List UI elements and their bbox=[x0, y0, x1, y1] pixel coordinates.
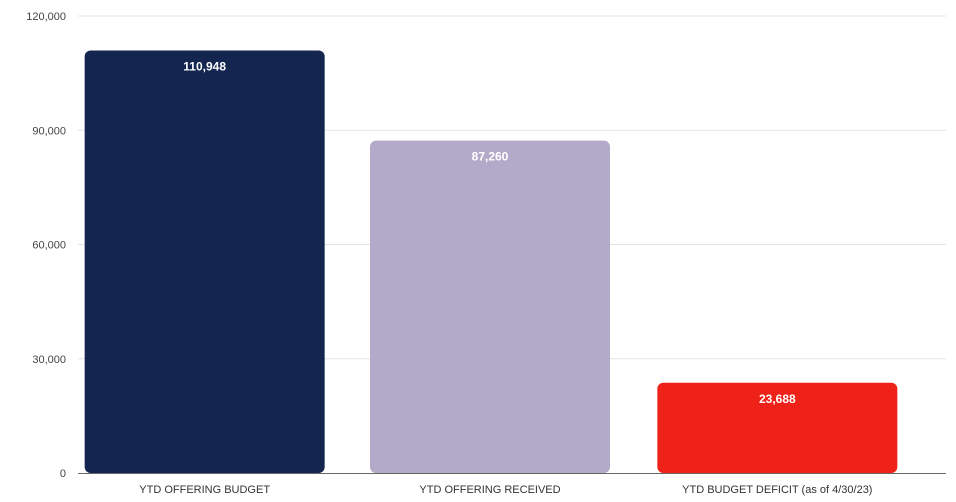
data-label-1: 110,948 bbox=[183, 59, 226, 73]
y-tick-label: 0 bbox=[60, 468, 66, 480]
y-axis-tick-labels: 0 30,000 60,000 90,000 120,000 bbox=[26, 11, 66, 480]
y-tick-label: 90,000 bbox=[32, 125, 66, 137]
bar-3 bbox=[657, 382, 898, 473]
x-category-label-3: YTD BUDGET DEFICIT (as of 4/30/23) bbox=[682, 484, 872, 496]
x-axis-category-labels: YTD OFFERING BUDGET YTD OFFERING RECEIVED… bbox=[139, 484, 872, 496]
data-labels: 110,948 87,260 23,688 bbox=[183, 59, 796, 405]
x-category-label-1: YTD OFFERING BUDGET bbox=[139, 484, 270, 496]
bar-2 bbox=[370, 140, 610, 474]
data-label-3: 23,688 bbox=[759, 392, 796, 406]
data-label-2: 87,260 bbox=[472, 150, 509, 164]
bar-1 bbox=[84, 50, 325, 474]
x-category-label-2: YTD OFFERING RECEIVED bbox=[419, 484, 560, 496]
y-tick-label: 120,000 bbox=[26, 11, 66, 23]
y-tick-label: 60,000 bbox=[32, 240, 66, 252]
bars bbox=[84, 50, 898, 474]
y-tick-label: 30,000 bbox=[32, 354, 66, 366]
